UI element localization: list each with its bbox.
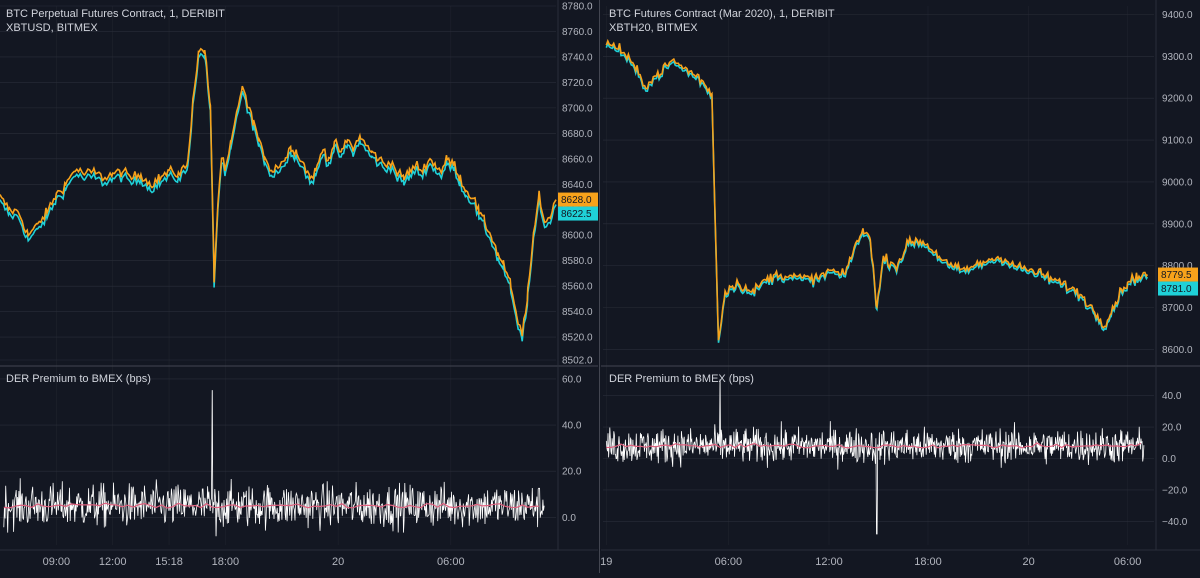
- left-pane[interactable]: BTC Perpetual Futures Contract, 1, DERIB…: [0, 0, 598, 568]
- indicator-tick-label: 20.0: [1162, 423, 1182, 434]
- time-tick-label: 20: [1022, 556, 1034, 568]
- right-indicator-label: DER Premium to BMEX (bps): [609, 373, 754, 385]
- price-tick-label: 8600.0: [1162, 345, 1193, 356]
- price-tick-label: 8540.0: [562, 307, 593, 318]
- right-price-scale[interactable]: 9400.0 9300.0 9200.0 9100.0 9000.0 8900.0 8800…: [1162, 10, 1193, 356]
- price-tick-label: 9000.0: [1162, 177, 1193, 188]
- indicator-tick-label: −40.0: [1162, 517, 1188, 528]
- bitmex-last-price-badge: [1158, 281, 1198, 296]
- indicator-tick-label: −20.0: [1162, 485, 1188, 496]
- left-indicator-scale[interactable]: 60.0 40.0 20.0 0.0: [562, 374, 582, 523]
- price-tick-label: 8900.0: [1162, 219, 1193, 230]
- premium-line: [605, 379, 1145, 535]
- right-pane[interactable]: BTC Futures Contract (Mar 2020), 1, DERI…: [600, 0, 1200, 568]
- price-tick-label: 8600.0: [562, 231, 593, 242]
- price-tick-label: 8640.0: [562, 180, 593, 191]
- time-tick-label: 20: [332, 556, 344, 568]
- right-indicator-scale[interactable]: 40.0 20.0 0.0 −20.0 −40.0: [1162, 391, 1188, 528]
- price-tick-label: 8680.0: [562, 129, 593, 140]
- time-tick-label: 06:00: [1114, 556, 1142, 568]
- price-tick-label: 8700.0: [1162, 303, 1193, 314]
- left-chart-subtitle: XBTUSD, BITMEX: [6, 22, 98, 34]
- deribit-last-price-badge-text: 8628.0: [561, 195, 592, 206]
- left-time-scale[interactable]: 09:00 12:00 15:18 18:00 20 06:00: [43, 556, 465, 568]
- price-tick-label: 9400.0: [1162, 10, 1193, 21]
- indicator-tick-label: 60.0: [562, 374, 582, 385]
- price-tick-label: 9100.0: [1162, 136, 1193, 147]
- time-tick-label: 06:00: [715, 556, 743, 568]
- price-tick-label: 8560.0: [562, 282, 593, 293]
- right-chart-title: BTC Futures Contract (Mar 2020), 1, DERI…: [609, 8, 835, 20]
- left-price-scale[interactable]: 8780.0 8760.0 8740.0 8720.0 8700.0 8680.0 8660…: [562, 2, 593, 367]
- premium-line: [3, 390, 545, 537]
- time-tick-label: 18:00: [914, 556, 942, 568]
- time-tick-label: 18:00: [212, 556, 240, 568]
- deribit-last-price-badge: [558, 192, 598, 207]
- left-price-plot-bg[interactable]: [0, 0, 558, 366]
- deribit-last-price-badge: [1158, 267, 1198, 282]
- time-tick-label: 12:00: [815, 556, 843, 568]
- indicator-tick-label: 0.0: [562, 513, 576, 524]
- time-tick-label: 15:18: [155, 556, 183, 568]
- price-tick-label: 8580.0: [562, 256, 593, 267]
- price-tick-label: 8740.0: [562, 52, 593, 63]
- left-indicator-label: DER Premium to BMEX (bps): [6, 373, 151, 385]
- time-tick-label: 06:00: [437, 556, 465, 568]
- left-chart-title: BTC Perpetual Futures Contract, 1, DERIB…: [6, 8, 225, 20]
- price-tick-label: 8520.0: [562, 333, 593, 344]
- bitmex-last-price-badge: [558, 206, 598, 221]
- bitmex-price-line: [0, 52, 557, 342]
- price-tick-label: 9300.0: [1162, 52, 1193, 63]
- time-tick-label: 09:00: [43, 556, 71, 568]
- deribit-price-line: [0, 47, 557, 337]
- price-tick-label: 8502.0: [562, 356, 593, 367]
- price-tick-label: 8720.0: [562, 78, 593, 89]
- bitmex-last-price-badge-text: 8781.0: [1161, 284, 1192, 295]
- price-tick-label: 8660.0: [562, 154, 593, 165]
- premium-average-line: [3, 502, 540, 509]
- indicator-tick-label: 20.0: [562, 467, 582, 478]
- price-tick-label: 8800.0: [1162, 261, 1193, 272]
- bitmex-price-line: [605, 41, 1149, 343]
- bitmex-last-price-badge-text: 8622.5: [561, 209, 592, 220]
- price-tick-label: 9200.0: [1162, 94, 1193, 105]
- price-tick-label: 8780.0: [562, 2, 593, 13]
- indicator-tick-label: 40.0: [562, 421, 582, 432]
- indicator-tick-label: 0.0: [1162, 454, 1176, 465]
- price-tick-label: 8760.0: [562, 27, 593, 38]
- right-time-scale[interactable]: 19 06:00 12:00 18:00 20 06:00: [600, 556, 1141, 568]
- time-tick-label: 12:00: [99, 556, 127, 568]
- deribit-price-line: [605, 38, 1149, 341]
- indicator-tick-label: 40.0: [1162, 391, 1182, 402]
- right-price-plot-bg[interactable]: [601, 0, 1156, 366]
- right-chart-subtitle: XBTH20, BITMEX: [609, 22, 698, 34]
- price-tick-label: 8700.0: [562, 103, 593, 114]
- time-tick-label: 19: [600, 556, 612, 568]
- deribit-last-price-badge-text: 8779.5: [1161, 270, 1192, 281]
- premium-average-line: [606, 442, 1142, 449]
